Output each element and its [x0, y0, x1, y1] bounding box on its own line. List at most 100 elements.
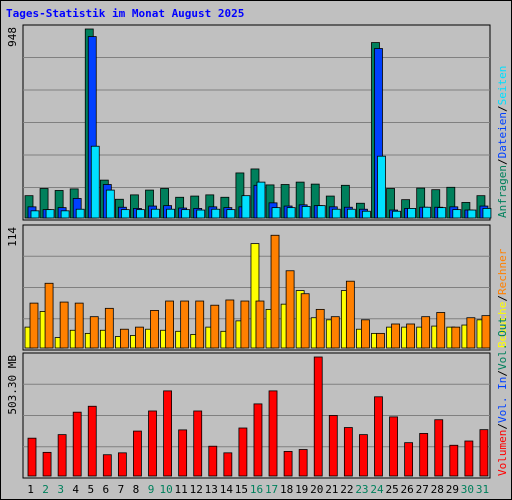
bar-rechner-day-19	[300, 293, 310, 349]
bar-rechner-day-20	[315, 308, 325, 349]
bar-rechner-day-8	[135, 326, 144, 349]
bar-seiten-day-18	[286, 207, 296, 219]
x-tick-label-day-24: 24	[370, 483, 384, 496]
x-tick-label-day-31: 31	[476, 483, 489, 496]
bar-volumen-day-5	[87, 405, 97, 477]
bar-volumen-day-9	[148, 410, 157, 477]
bar-rechner-day-27	[421, 316, 431, 349]
bar-seiten-day-3	[60, 210, 70, 219]
bar-rechner-day-2	[44, 282, 54, 349]
y-max-label-middle: 114	[6, 227, 19, 247]
bar-volumen-day-20	[313, 356, 323, 477]
x-tick-label-day-11: 11	[175, 483, 188, 496]
x-tick-label-day-9: 9	[148, 483, 155, 496]
bar-volumen-day-30	[464, 440, 474, 477]
x-tick-label-day-19: 19	[295, 483, 308, 496]
x-tick-label-day-23: 23	[355, 483, 368, 496]
bar-volumen-day-17	[268, 390, 278, 477]
legend-item-top-4: Seiten	[496, 66, 509, 106]
bar-volumen-day-1	[27, 437, 37, 477]
x-tick-label-day-22: 22	[340, 483, 353, 496]
legend-label-bottom: Volumen/Vol. In/Vol. Out	[496, 317, 509, 476]
x-tick-label-day-2: 2	[42, 483, 49, 496]
bar-rechner-day-4	[74, 302, 84, 349]
bar-rechner-day-16	[255, 300, 265, 349]
bar-volumen-day-22	[343, 427, 353, 477]
bar-rechner-day-22	[345, 280, 355, 349]
bar-volumen-day-3	[57, 434, 67, 477]
bar-volumen-day-15	[238, 427, 248, 477]
bar-seiten-day-2	[45, 209, 55, 219]
x-tick-label-day-26: 26	[401, 483, 414, 496]
x-tick-label-day-3: 3	[57, 483, 64, 496]
bar-seiten-day-1	[30, 210, 40, 219]
x-tick-label-day-5: 5	[87, 483, 94, 496]
bar-rechner-day-28	[436, 312, 446, 349]
x-tick-label-day-7: 7	[118, 483, 125, 496]
bar-rechner-day-26	[406, 323, 416, 349]
bar-seiten-day-16	[256, 181, 266, 219]
bar-volumen-day-6	[102, 454, 112, 477]
x-tick-label-day-29: 29	[446, 483, 459, 496]
bar-seiten-day-12	[196, 209, 206, 219]
bar-rechner-day-9	[150, 310, 159, 349]
bar-seiten-day-21	[331, 208, 341, 219]
bar-seiten-day-26	[407, 208, 417, 219]
bar-rechner-day-17	[270, 234, 280, 349]
legend-item-middle-1: /	[496, 295, 509, 302]
legend-item-top-1: /	[496, 158, 509, 165]
x-tick-label-day-30: 30	[461, 483, 474, 496]
bar-volumen-day-18	[283, 451, 293, 477]
chart-title: Tages-Statistik im Monat August 2025	[6, 7, 245, 20]
bar-seiten-day-25	[392, 210, 401, 219]
bar-volumen-day-7	[117, 452, 127, 477]
legend-item-bottom-2: Vol. In	[496, 377, 509, 423]
bar-volumen-day-14	[223, 452, 233, 477]
legend-item-bottom-4: Vol. Out	[496, 317, 509, 370]
x-tick-label-day-13: 13	[205, 483, 218, 496]
bar-rechner-day-18	[285, 270, 295, 349]
bar-seiten-day-11	[181, 209, 191, 219]
bar-rechner-day-6	[104, 307, 114, 349]
x-tick-label-day-21: 21	[325, 483, 338, 496]
bar-rechner-day-7	[119, 328, 129, 349]
bar-seiten-day-31	[482, 208, 492, 219]
bar-volumen-day-12	[193, 410, 203, 477]
x-tick-label-day-28: 28	[431, 483, 444, 496]
bar-seiten-day-19	[301, 206, 311, 219]
bar-volumen-day-21	[328, 415, 338, 477]
legend-item-top-0: Anfragen	[496, 165, 509, 218]
bar-seiten-day-5	[90, 145, 100, 219]
bar-rechner-day-29	[451, 326, 461, 349]
bar-seiten-day-23	[362, 210, 371, 219]
bar-rechner-day-15	[240, 300, 250, 349]
x-tick-label-day-1: 1	[27, 483, 34, 496]
legend-item-bottom-3: /	[496, 370, 509, 377]
bar-rechner-day-25	[391, 323, 400, 349]
bar-rechner-day-23	[361, 319, 370, 349]
bar-rechner-day-31	[481, 315, 491, 349]
bar-rechner-day-1	[29, 302, 39, 349]
bar-seiten-day-7	[120, 209, 130, 219]
bar-seiten-day-10	[166, 208, 175, 219]
bar-rechner-day-3	[59, 301, 69, 349]
bar-rechner-day-13	[210, 304, 220, 349]
bar-rechner-day-10	[165, 300, 174, 349]
bar-volumen-day-25	[389, 416, 398, 477]
bar-rechner-day-5	[89, 316, 99, 349]
legend-item-middle-0: Besuche	[496, 302, 509, 348]
bar-volumen-day-28	[434, 419, 444, 477]
bar-seiten-day-28	[437, 207, 447, 219]
bar-volumen-day-10	[163, 390, 172, 477]
bar-seiten-day-20	[316, 205, 326, 219]
legend-item-top-2: Dateien	[496, 112, 509, 158]
x-tick-label-day-25: 25	[385, 483, 398, 496]
legend-label-middle: Besuche/Rechner	[496, 248, 509, 348]
bar-besuche-day-16	[250, 243, 260, 349]
bar-seiten-day-29	[452, 209, 462, 219]
bar-rechner-day-12	[195, 300, 205, 349]
bar-volumen-day-19	[298, 449, 308, 477]
legend-item-bottom-0: Volumen	[496, 430, 509, 476]
bar-seiten-day-22	[346, 208, 356, 219]
